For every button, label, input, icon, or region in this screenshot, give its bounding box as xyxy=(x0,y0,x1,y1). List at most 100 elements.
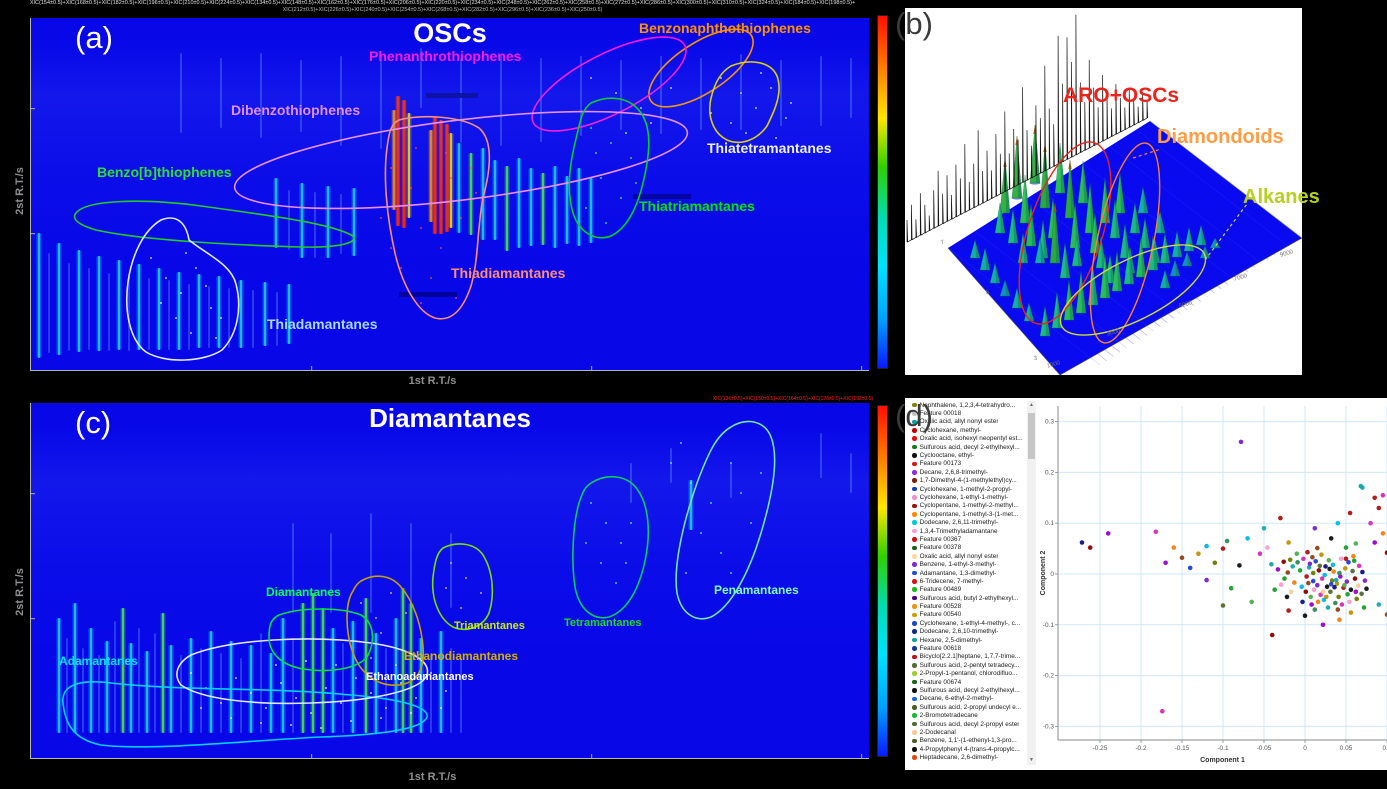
legend-scrollbar[interactable]: ▲ ▼ xyxy=(1027,401,1036,765)
legend-item[interactable]: Sulfurous acid, butyl 2-ethylhexyl... xyxy=(907,594,1025,602)
scrollbar-thumb[interactable] xyxy=(1028,413,1035,459)
legend-item[interactable]: Cyclohexane, 1-methyl-2-propyl- xyxy=(907,485,1025,493)
scroll-up-arrow[interactable]: ▲ xyxy=(1029,402,1034,408)
legend-item[interactable]: Feature 00173 xyxy=(907,460,1025,468)
legend-item-label: Cyclohexane, 1-ethyl-1-methyl- xyxy=(919,493,1009,501)
legend-color-dot xyxy=(912,470,917,475)
region-label-ethanoadamantanes: Ethanoadamantanes xyxy=(366,671,474,683)
svg-text:-0.1: -0.1 xyxy=(1217,745,1229,752)
legend-item[interactable]: Benzene, 1-ethyl-3-methyl- xyxy=(907,560,1025,568)
legend-item[interactable]: 2-Dodecanal xyxy=(907,728,1025,736)
region-label-triamantanes: Triamantanes xyxy=(454,620,525,632)
legend-item[interactable]: Feature 00018 xyxy=(907,409,1025,417)
legend-color-dot xyxy=(912,511,917,517)
legend-item[interactable]: Dodecane, 2,6,10-trimethyl- xyxy=(907,628,1025,636)
svg-text:-0.05: -0.05 xyxy=(1257,745,1272,752)
legend-color-dot xyxy=(912,629,917,635)
svg-text:0.1: 0.1 xyxy=(1382,745,1387,752)
legend-color-dot xyxy=(912,495,917,500)
panel-c-title: Diamantanes xyxy=(369,403,531,433)
legend-color-dot xyxy=(912,713,917,718)
legend-item[interactable]: Decane, 6-ethyl-2-methyl- xyxy=(907,695,1025,703)
dark-bands xyxy=(399,93,691,297)
legend-item[interactable]: Oxalic acid, allyl nonyl ester xyxy=(907,552,1025,560)
legend-item[interactable]: Cyclooctane, ethyl- xyxy=(907,451,1025,459)
legend-item[interactable]: Feature 00528 xyxy=(907,602,1025,610)
xic-sum-line-2: XIC(212±0.5)+XIC(226±0.5)+XIC(240±0.5)+X… xyxy=(282,7,603,13)
legend-item[interactable]: 4-Propylphenyl 4-(trans-4-propylc... xyxy=(907,745,1025,753)
legend-color-dot xyxy=(912,486,917,492)
legend-color-dot xyxy=(912,537,917,542)
region-label-thiatetramantanes: Thiatetramantanes xyxy=(707,140,832,156)
legend-item-label: Cyclohexane, methyl- xyxy=(919,426,982,434)
legend-item[interactable]: Decane, 2,6,8-trimethyl- xyxy=(907,468,1025,476)
legend-color-dot xyxy=(912,663,917,668)
legend-item[interactable]: 2-Bromotetradecane xyxy=(907,711,1025,719)
legend-item[interactable]: Cyclopentane, 1-methyl-2-methyl... xyxy=(907,502,1025,510)
legend-item-label: Decane, 6-ethyl-2-methyl- xyxy=(919,695,994,703)
legend-item-label: Sulfurous acid, 2-propyl undecyl e... xyxy=(919,703,1022,711)
legend-item[interactable]: Sulfurous acid, decyl 2-ethylhexyl... xyxy=(907,686,1025,694)
legend-item-label: Sulfurous acid, decyl 2-ethylhexyl... xyxy=(919,686,1020,694)
legend-item[interactable]: Adamantane, 1,3-dimethyl- xyxy=(907,569,1025,577)
legend-item[interactable]: 2-Propyl-1-pentanol, chlorodifluo... xyxy=(907,670,1025,678)
legend-item[interactable]: Naphthalene, 1,2,3,4-tetrahydro... xyxy=(907,401,1025,409)
legend-color-dot xyxy=(912,411,917,416)
panel-c-heatmap xyxy=(31,420,863,758)
region-label-tetramantanes: Tetramantanes xyxy=(564,617,642,629)
legend-item[interactable]: Cyclohexane, 1-ethyl-4-methyl-, c... xyxy=(907,619,1025,627)
legend-item-label: 4-Propylphenyl 4-(trans-4-propylc... xyxy=(919,745,1020,753)
region-label-thiadiamantanes: Thiadiamantanes xyxy=(451,265,566,281)
legend-item-label: Naphthalene, 1,2,3,4-tetrahydro... xyxy=(919,401,1016,409)
legend-item[interactable]: Feature 00674 xyxy=(907,678,1025,686)
legend-item[interactable]: Cyclohexane, 1-ethyl-1-methyl- xyxy=(907,493,1025,501)
legend-item-label: Feature 00489 xyxy=(919,586,962,594)
compound-legend-list[interactable]: Naphthalene, 1,2,3,4-tetrahydro... Featur… xyxy=(907,401,1025,767)
legend-color-dot xyxy=(912,612,917,618)
legend-color-dot xyxy=(912,587,917,593)
legend-item[interactable]: Oxalic acid, allyl nonyl ester xyxy=(907,418,1025,426)
legend-color-dot xyxy=(912,478,917,483)
panel-a-title: OSCs xyxy=(413,18,487,48)
legend-color-dot xyxy=(912,604,917,609)
legend-item[interactable]: 1,3,4-Trimethyladamantane xyxy=(907,527,1025,535)
legend-item[interactable]: Bicyclo[2.2.1]heptane, 1,7,7-trime... xyxy=(907,653,1025,661)
panel-a-yaxis-label: 2st R.T./s xyxy=(14,167,26,215)
panel-c-chromatogram: XIC(136±0.5)+XIC(150±0.5)+XIC(164±0.5)+X… xyxy=(10,396,895,789)
legend-item-label: Hexane, 2,5-dimethyl- xyxy=(919,636,983,644)
legend-item-label: Feature 00367 xyxy=(919,535,962,543)
panel-d-pca-scatter: Naphthalene, 1,2,3,4-tetrahydro... Featur… xyxy=(895,396,1387,789)
legend-item[interactable]: Benzene, 1,1'-(1-ethenyl-1,3-pro... xyxy=(907,737,1025,745)
legend-item[interactable]: Oxalic acid, isohexyl neopentyl est... xyxy=(907,435,1025,443)
legend-color-dot xyxy=(912,520,917,525)
xic-sum-line-1: XIC(154±0.5)+XIC(168±0.5)+XIC(182±0.5)+X… xyxy=(29,0,856,6)
panel-a-chromatogram: XIC(154±0.5)+XIC(168±0.5)+XIC(182±0.5)+X… xyxy=(10,0,895,395)
legend-color-dot xyxy=(912,621,917,626)
legend-item[interactable]: Sulfurous acid, 2-pentyl tetradecy... xyxy=(907,661,1025,669)
legend-item[interactable]: Feature 00540 xyxy=(907,611,1025,619)
svg-text:-0.1: -0.1 xyxy=(1043,622,1055,629)
legend-color-dot xyxy=(912,545,917,551)
legend-item[interactable]: Sulfurous acid, 2-propyl undecyl e... xyxy=(907,703,1025,711)
legend-item[interactable]: Feature 00489 xyxy=(907,586,1025,594)
legend-color-dot xyxy=(912,402,917,408)
legend-item-label: Heptadecane, 2,6-dimethyl- xyxy=(919,754,999,762)
legend-item[interactable]: Sulfurous acid, decyl 2-ethylhexyl... xyxy=(907,443,1025,451)
legend-item[interactable]: Sulfurous acid, decyl 2-propyl ester xyxy=(907,720,1025,728)
legend-item[interactable]: Cyclopentane, 1-methyl-3-(1-met... xyxy=(907,510,1025,518)
scroll-down-arrow[interactable]: ▼ xyxy=(1029,757,1034,763)
legend-item[interactable]: Feature 00367 xyxy=(907,535,1025,543)
panel-d-plot-area: Naphthalene, 1,2,3,4-tetrahydro... Featur… xyxy=(905,398,1387,770)
legend-item[interactable]: 6-Tridecene, 7-methyl- xyxy=(907,577,1025,585)
region-label-thiatriamantanes: Thiatriamantanes xyxy=(639,198,755,214)
legend-item[interactable]: Feature 00378 xyxy=(907,544,1025,552)
legend-item-label: Feature 00674 xyxy=(919,678,962,686)
legend-item[interactable]: Feature 00618 xyxy=(907,644,1025,652)
legend-item[interactable]: Dodecane, 2,6,11-trimethyl- xyxy=(907,518,1025,526)
legend-item[interactable]: Heptadecane, 2,6-dimethyl- xyxy=(907,753,1025,761)
legend-item[interactable]: 1,7-Dimethyl-4-(1-methylethyl)cy... xyxy=(907,477,1025,485)
legend-item[interactable]: Cyclohexane, methyl- xyxy=(907,426,1025,434)
legend-item-label: Cyclohexane, 1-ethyl-4-methyl-, c... xyxy=(919,619,1021,627)
legend-item[interactable]: Hexane, 2,5-dimethyl- xyxy=(907,636,1025,644)
